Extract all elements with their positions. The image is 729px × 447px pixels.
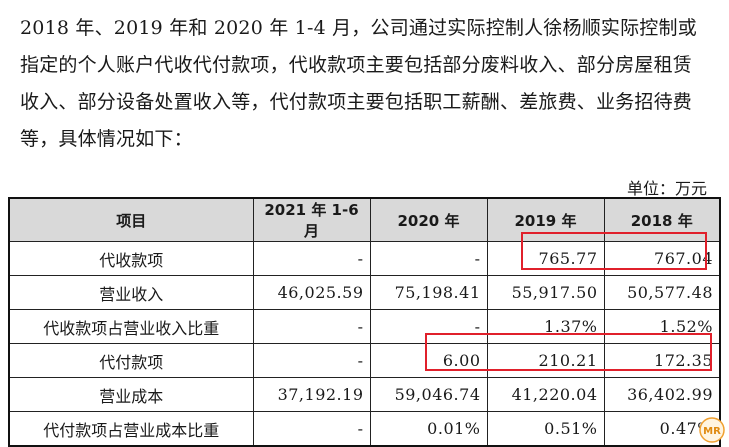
cell-value: 767.04: [603, 241, 721, 276]
table-row: 代收款项 - - 765.77 767.04: [8, 241, 721, 276]
table-row: 代付款项 - 6.00 210.21 172.35: [8, 343, 721, 378]
cell-value: 46,025.59: [252, 275, 371, 310]
paragraph-line: 2018 年、2019 年和 2020 年 1-4 月，公司通过实际控制人徐杨顺…: [20, 17, 697, 39]
mr-logo-icon: MR: [699, 417, 725, 443]
cell-value: 41,220.04: [486, 377, 605, 412]
row-label: 代收款项: [8, 241, 254, 276]
cell-value: -: [369, 309, 488, 344]
header-2021h1: 2021 年 1-6 月: [252, 197, 371, 242]
cell-value: 75,198.41: [369, 275, 488, 310]
cell-value: 50,577.48: [603, 275, 721, 310]
cell-value: 37,192.19: [252, 377, 371, 412]
header-2019: 2019 年: [486, 197, 605, 242]
cell-value: -: [252, 411, 371, 447]
cell-value: 210.21: [486, 343, 605, 378]
table-row: 营业成本 37,192.19 59,046.74 41,220.04 36,40…: [8, 377, 721, 412]
cell-value: -: [252, 309, 371, 344]
cell-value: 55,917.50: [486, 275, 605, 310]
cell-value: 0.51%: [486, 411, 605, 447]
cell-value: 172.35: [603, 343, 721, 378]
cell-value: 36,402.99: [603, 377, 721, 412]
header-2018: 2018 年: [603, 197, 721, 242]
row-label: 营业收入: [8, 275, 254, 310]
cell-value: -: [252, 343, 371, 378]
cell-value: 1.52%: [603, 309, 721, 344]
table-row: 营业收入 46,025.59 75,198.41 55,917.50 50,57…: [8, 275, 721, 310]
cell-value: 0.01%: [369, 411, 488, 447]
cell-value: 1.37%: [486, 309, 605, 344]
header-2020: 2020 年: [369, 197, 488, 242]
svg-text:MR: MR: [703, 426, 721, 437]
cell-value: 765.77: [486, 241, 605, 276]
cell-value: -: [252, 241, 371, 276]
table-row: 代收款项占营业收入比重 - - 1.37% 1.52%: [8, 309, 721, 344]
table-header-row: 项目 2021 年 1-6 月 2020 年 2019 年 2018 年: [8, 197, 721, 242]
paragraph-line: 指定的个人账户代收代付款项，代收款项主要包括部分废料收入、部分房屋租赁: [20, 54, 693, 76]
cell-value: 59,046.74: [369, 377, 488, 412]
unit-label: 单位：万元: [626, 179, 707, 198]
header-item: 项目: [8, 197, 254, 242]
paragraph-line: 等，具体情况如下：: [20, 128, 193, 150]
cell-value: -: [369, 241, 488, 276]
table-row: 代付款项占营业成本比重 - 0.01% 0.51% 0.47%: [8, 411, 721, 447]
collection-payment-table: 项目 2021 年 1-6 月 2020 年 2019 年 2018 年 代收款…: [8, 197, 721, 447]
paragraph-line: 收入、部分设备处置收入等，代付款项主要包括职工薪酬、差旅费、业务招待费: [20, 91, 693, 113]
row-label: 代收款项占营业收入比重: [8, 309, 254, 344]
row-label: 营业成本: [8, 377, 254, 412]
cell-value: 6.00: [369, 343, 488, 378]
row-label: 代付款项: [8, 343, 254, 378]
intro-paragraph: 2018 年、2019 年和 2020 年 1-4 月，公司通过实际控制人徐杨顺…: [20, 10, 720, 158]
row-label: 代付款项占营业成本比重: [8, 411, 254, 447]
